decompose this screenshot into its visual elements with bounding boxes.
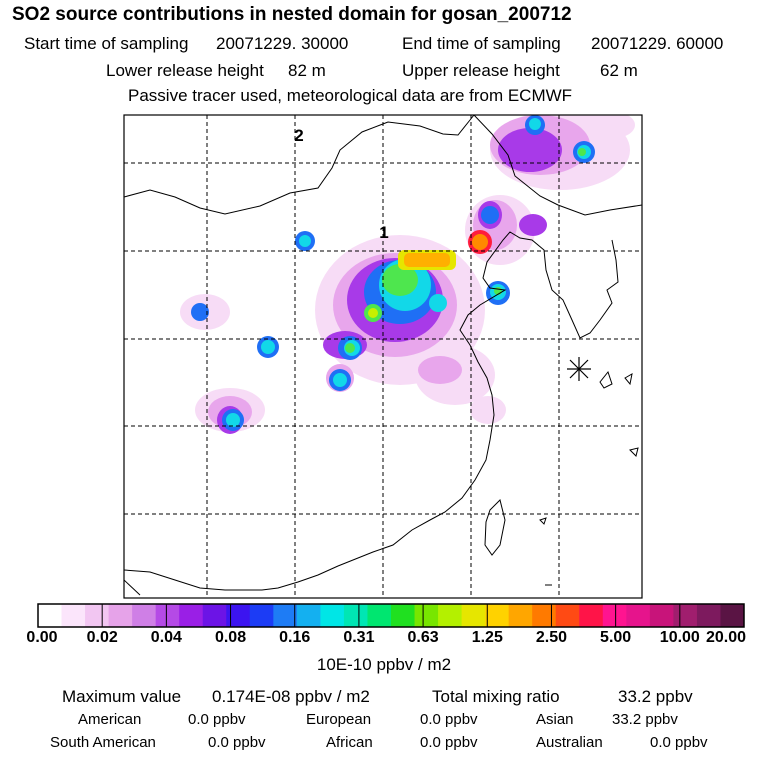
end-time-label: End time of sampling [402, 34, 561, 53]
colorbar-swatch [132, 604, 157, 627]
colorbar-swatch [391, 604, 416, 627]
colorbar-swatch [485, 604, 510, 627]
start-time-value: 20071229. 30000 [216, 34, 349, 53]
colorbar-frame [37, 603, 745, 628]
region-value: 0.0 ppbv [420, 734, 478, 751]
coastlines [124, 115, 642, 596]
colorbar-swatch [155, 604, 180, 627]
max-value: 0.174E-08 ppbv / m2 [212, 687, 370, 706]
colorbar-tick-label: 10.00 [659, 629, 700, 646]
region-value: 33.2 ppbv [612, 711, 678, 728]
colorbar-swatch [273, 604, 298, 627]
region-name: European [306, 711, 372, 728]
colorbar-tick-label: 0.16 [279, 629, 311, 646]
lower-height-value: 82 m [288, 61, 326, 80]
colorbar-tick-label: 0.04 [150, 629, 182, 646]
colorbar-tick-label: 0.63 [407, 629, 439, 646]
colorbar-swatch [320, 604, 345, 627]
colorbar-swatch [179, 604, 204, 627]
colorbar-tick-label: 0.31 [343, 629, 375, 646]
colorbar-swatch [532, 604, 557, 627]
colorbar-swatch [461, 604, 486, 627]
plot-title: SO2 source contributions in nested domai… [12, 4, 572, 25]
region-name: African [326, 734, 373, 751]
region-value: 0.0 ppbv [420, 711, 478, 728]
region-value: 0.0 ppbv [208, 734, 266, 751]
end-time-value: 20071229. 60000 [591, 34, 724, 53]
colorbar-swatch [649, 604, 674, 627]
colorbar-swatch [720, 604, 745, 627]
colorbar-tick-label: 1.25 [471, 629, 503, 646]
colorbar-tick-label: 20.00 [705, 629, 747, 646]
colorbar [38, 604, 745, 627]
colorbar-units: 10E-10 ppbv / m2 [316, 655, 452, 674]
colorbar-tick-label: 2.50 [535, 629, 568, 646]
colorbar-tick-label: 0.08 [214, 629, 247, 646]
colorbar-swatch [602, 604, 627, 627]
region-value: 0.0 ppbv [650, 734, 708, 751]
asterisk-receptor-icon [567, 357, 591, 381]
colorbar-swatch [555, 604, 580, 627]
colorbar-swatch [61, 604, 86, 627]
region-name: Asian [536, 711, 574, 728]
lat-lon-grid [124, 115, 642, 598]
colorbar-swatch [202, 604, 227, 627]
tracer-note: Passive tracer used, meteorological data… [128, 86, 573, 105]
colorbar-swatch [343, 604, 368, 627]
colorbar-swatch [367, 604, 392, 627]
total-mixing-value: 33.2 ppbv [618, 687, 693, 706]
max-value-label: Maximum value [62, 687, 182, 706]
colorbar-swatch [85, 604, 110, 627]
colorbar-swatch [673, 604, 698, 627]
colorbar-swatch [296, 604, 321, 627]
colorbar-swatch [696, 604, 721, 627]
domain-label-1: 1 [379, 223, 388, 242]
colorbar-swatch [38, 604, 63, 627]
start-time-label: Start time of sampling [24, 34, 189, 53]
lower-height-label: Lower release height [106, 61, 264, 80]
upper-height-value: 62 m [600, 61, 638, 80]
colorbar-swatch [414, 604, 439, 627]
region-name: American [78, 711, 142, 728]
colorbar-swatch [226, 604, 251, 627]
colorbar-tick-label: 0.00 [26, 629, 58, 646]
colorbar-tick-label: 0.02 [86, 629, 118, 646]
colorbar-swatch [508, 604, 533, 627]
colorbar-swatch [108, 604, 133, 627]
concentration-field [180, 115, 635, 434]
region-name: Australian [536, 734, 603, 751]
map-frame [123, 114, 643, 599]
region-value: 0.0 ppbv [188, 711, 246, 728]
domain-label-2: 2 [294, 126, 303, 145]
colorbar-swatch [249, 604, 274, 627]
region-name: South American [50, 734, 156, 751]
colorbar-swatch [626, 604, 651, 627]
colorbar-swatch [579, 604, 604, 627]
total-mixing-label: Total mixing ratio [432, 687, 560, 706]
colorbar-tick-label: 5.00 [600, 629, 632, 646]
colorbar-swatch [438, 604, 463, 627]
upper-height-label: Upper release height [402, 61, 560, 80]
